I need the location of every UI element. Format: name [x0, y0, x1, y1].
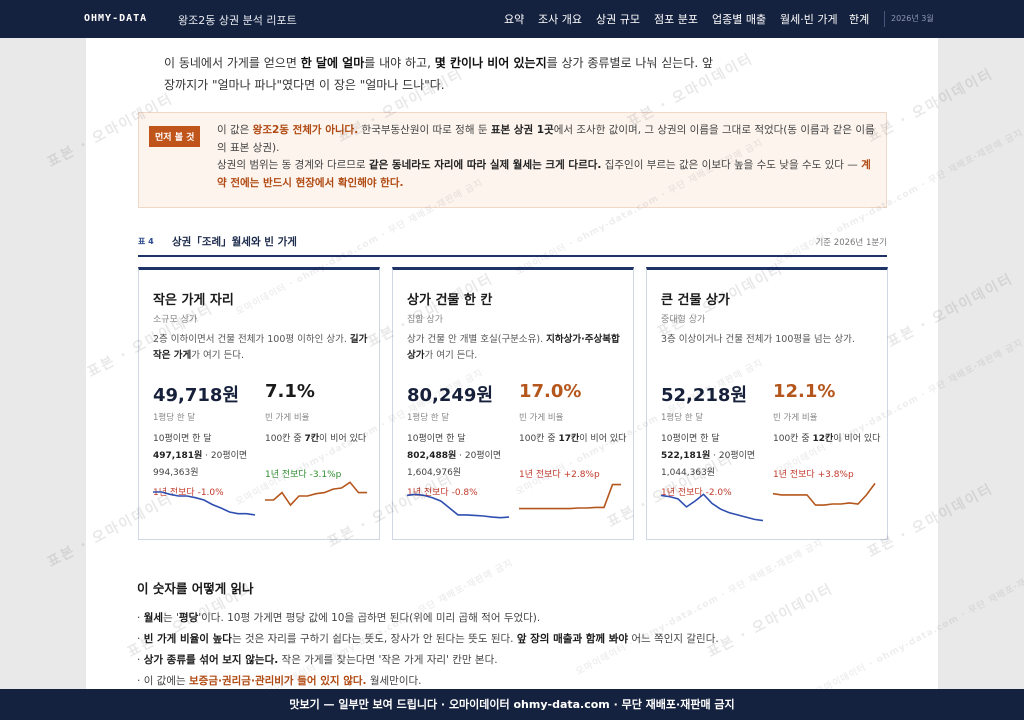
- vacancy-change: 1년 전보다 +3.8%p: [773, 470, 854, 480]
- nav-item-limits[interactable]: 한계: [849, 13, 870, 26]
- card-description: 3층 이상이거나 건물 전체가 100평을 넘는 상가.: [661, 334, 855, 345]
- table-number: 표 4: [138, 237, 154, 246]
- card-description: 2층 이하이면서 건물 전체가 100평 이하인 상가. 길가 작은 가게가 여…: [153, 334, 368, 361]
- notice-tag: 먼저 볼 것: [149, 126, 201, 147]
- report-title: 왕조2동 상권 분석 리포트: [178, 14, 297, 27]
- reading-guide-list: · 월세는 '평당'이다. 10평 가게면 평당 값에 10을 곱하면 된다(위…: [137, 608, 897, 692]
- rent-detail: 10평이면 한 달 497,181원 · 20평이면 994,363원: [153, 434, 248, 478]
- report-date: 2026년 3월: [891, 14, 934, 23]
- nav-item-survey[interactable]: 조사 개요: [538, 13, 582, 26]
- card-description: 상가 건물 안 개별 호실(구분소유). 지하상가·주상복합 상가가 여기 든다…: [407, 334, 620, 361]
- rent-change: 1년 전보다 -1.0%: [153, 488, 224, 498]
- vacancy-trend-line: [772, 482, 876, 506]
- vacancy-detail: 100칸 중 17칸이 비어 있다: [519, 434, 627, 444]
- rent-trend-line: [153, 491, 256, 516]
- rent-trend-line: [406, 493, 510, 519]
- notice-callout: 먼저 볼 것 이 값은 왕조2동 전체가 아니다. 한국부동산원이 따로 정해 …: [138, 112, 887, 208]
- table-header: 표 4 상권「조례」월세와 빈 가게 기준 2026년 1분기: [138, 233, 887, 257]
- nav-item-rent[interactable]: 월세·빈 가게: [780, 13, 838, 26]
- nav-menu: 요약 조사 개요 상권 규모 점포 분포 업종별 매출 월세·빈 가게 한계: [0, 11, 1024, 27]
- nav-item-sales[interactable]: 업종별 매출: [712, 13, 767, 26]
- vacancy-trend-line: [519, 483, 621, 510]
- rent-detail: 10평이면 한 달 522,181원 · 20평이면 1,044,363원: [661, 434, 756, 478]
- rent-detail: 10평이면 한 달 802,488원 · 20평이면 1,604,976원: [407, 434, 502, 478]
- rent-value: 49,718원: [153, 385, 240, 406]
- list-item: · 월세는 '평당'이다. 10평 가게면 평당 값에 10을 곱하면 된다(위…: [137, 612, 541, 624]
- vacancy-rate-label: 빈 가게 비율: [265, 413, 310, 423]
- list-item: · 이 값에는 보증금·권리금·관리비가 들어 있지 않다. 월세만이다.: [137, 675, 422, 687]
- nav-item-scale[interactable]: 상권 규모: [596, 13, 640, 26]
- rent-change: 1년 전보다 -2.0%: [661, 488, 732, 498]
- list-item: · 상가 종류를 섞어 보지 않는다. 작은 가게를 찾는다면 '작은 가게 자…: [137, 654, 498, 666]
- notice-text: 이 값은 왕조2동 전체가 아니다. 한국부동산원이 따로 정해 둔 표본 상권…: [217, 124, 875, 189]
- rent-change: 1년 전보다 -0.8%: [407, 488, 478, 498]
- card-subtitle: 중대형 상가: [661, 315, 706, 325]
- rent-trend-line: [660, 493, 764, 522]
- table-basis: 기준 2026년 1분기: [815, 238, 887, 248]
- card-subtitle: 집합 상가: [407, 315, 443, 325]
- vacancy-change: 1년 전보다 +2.8%p: [519, 470, 600, 480]
- rent-label: 1평당 한 달: [661, 413, 704, 423]
- vacancy-detail: 100칸 중 7칸이 비어 있다: [265, 434, 367, 444]
- vacancy-rate-value: 7.1%: [265, 381, 315, 402]
- nav-item-summary[interactable]: 요약: [504, 13, 525, 26]
- nav-divider: [884, 11, 885, 27]
- vacancy-rate-label: 빈 가게 비율: [773, 413, 818, 423]
- rent-label: 1평당 한 달: [153, 413, 196, 423]
- rent-label: 1평당 한 달: [407, 413, 450, 423]
- card-title: 작은 가게 자리: [153, 293, 234, 308]
- brand-logo[interactable]: OHMY-DATA: [84, 13, 148, 24]
- trend-sparklines: [153, 481, 367, 516]
- preview-footer-banner: 맛보기 — 일부만 보여 드립니다 · 오마이데이터 ohmy-data.com…: [0, 689, 1024, 720]
- trend-sparklines: [406, 483, 621, 519]
- card-title: 큰 건물 상가: [661, 293, 730, 308]
- vacancy-detail: 100칸 중 12칸이 비어 있다: [773, 434, 881, 444]
- rent-value: 52,218원: [661, 385, 748, 406]
- rent-value: 80,249원: [407, 385, 494, 406]
- list-item: · 빈 가게 비율이 높다는 것은 자리를 구하기 쉽다는 뜻도, 장사가 안 …: [137, 633, 719, 645]
- nav-item-distribution[interactable]: 점포 분포: [654, 13, 698, 26]
- top-navbar: OHMY-DATA 왕조2동 상권 분석 리포트 요약 조사 개요 상권 규모 …: [0, 0, 1024, 38]
- card-title: 상가 건물 한 칸: [407, 293, 493, 308]
- vacancy-rate-value: 17.0%: [519, 381, 582, 402]
- trend-sparklines: [660, 482, 876, 522]
- vacancy-rate-label: 빈 가게 비율: [519, 413, 564, 423]
- section-heading: 이 숫자를 어떻게 읽나: [137, 581, 254, 596]
- intro-paragraph: 이 동네에서 가게를 얻으면 한 달에 얼마를 내야 하고, 몇 칸이나 비어 …: [164, 56, 714, 92]
- vacancy-change: 1년 전보다 -3.1%p: [265, 470, 342, 480]
- vacancy-rate-value: 12.1%: [773, 381, 836, 402]
- card-subtitle: 소규모 상가: [153, 315, 198, 325]
- table-title: 상권「조례」월세와 빈 가게: [172, 236, 297, 248]
- vacancy-trend-line: [265, 481, 367, 507]
